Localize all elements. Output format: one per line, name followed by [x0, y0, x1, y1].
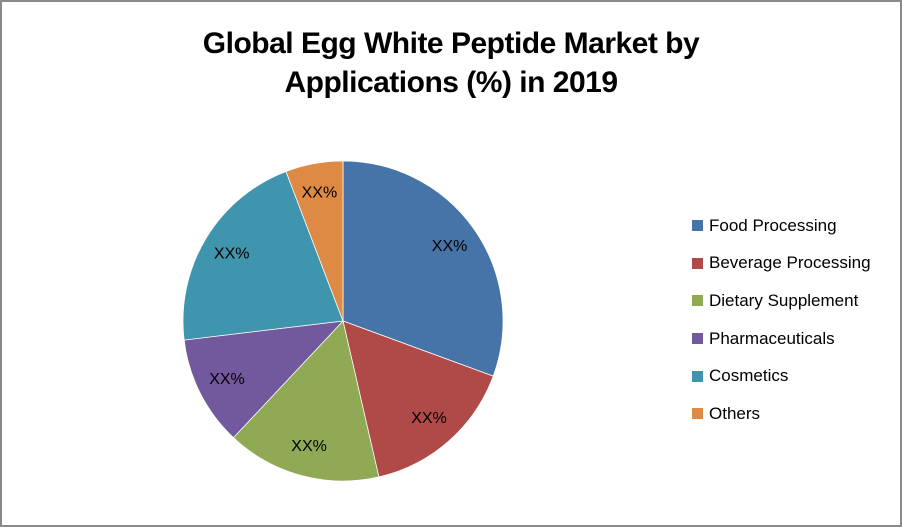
pie-slice-label-beverage-processing: XX%	[411, 410, 447, 427]
pie-slice-label-dietary-supplement: XX%	[291, 438, 327, 455]
pie-slice-pharmaceuticals	[183, 320, 344, 439]
legend-swatch-cosmetics	[692, 370, 703, 382]
legend-item-dietary-supplement: Dietary Supplement	[692, 282, 871, 320]
legend-item-pharmaceuticals: Pharmaceuticals	[692, 320, 871, 358]
legend-item-others: Others	[692, 395, 871, 433]
chart-title: Global Egg White Peptide Market by Appli…	[2, 24, 900, 102]
pie-slice-label-cosmetics: XX%	[214, 245, 250, 262]
pie-slice-label-others: XX%	[302, 185, 338, 202]
legend-item-cosmetics: Cosmetics	[692, 357, 871, 395]
legend-label-beverage-processing: Beverage Processing	[709, 253, 871, 273]
legend-swatch-beverage-processing	[692, 257, 703, 269]
pie-slice-cosmetics	[182, 171, 344, 341]
pie-slice-label-food-processing: XX%	[432, 238, 468, 255]
legend-swatch-food-processing	[692, 220, 703, 232]
legend-swatch-others	[692, 408, 703, 420]
legend-label-others: Others	[709, 403, 761, 423]
chart-title-line-1: Global Egg White Peptide Market by	[202, 27, 700, 60]
pie-slice-beverage-processing	[342, 320, 494, 478]
legend: Food Processing Beverage Processing Dietar…	[692, 207, 871, 433]
legend-item-food-processing: Food Processing	[692, 207, 871, 245]
pie-slice-dietary-supplement	[232, 320, 380, 482]
legend-label-dietary-supplement: Dietary Supplement	[709, 290, 859, 310]
pie-slice-food-processing	[342, 160, 504, 377]
legend-label-cosmetics: Cosmetics	[709, 366, 789, 386]
legend-swatch-pharmaceuticals	[692, 333, 703, 345]
legend-label-pharmaceuticals: Pharmaceuticals	[709, 328, 835, 348]
legend-label-food-processing: Food Processing	[709, 215, 837, 235]
legend-item-beverage-processing: Beverage Processing	[692, 245, 871, 283]
pie-slice-others	[285, 160, 344, 322]
legend-swatch-dietary-supplement	[692, 295, 703, 307]
pie-slice-label-pharmaceuticals: XX%	[209, 371, 245, 388]
chart-title-line-2: Applications (%) in 2019	[284, 66, 618, 99]
